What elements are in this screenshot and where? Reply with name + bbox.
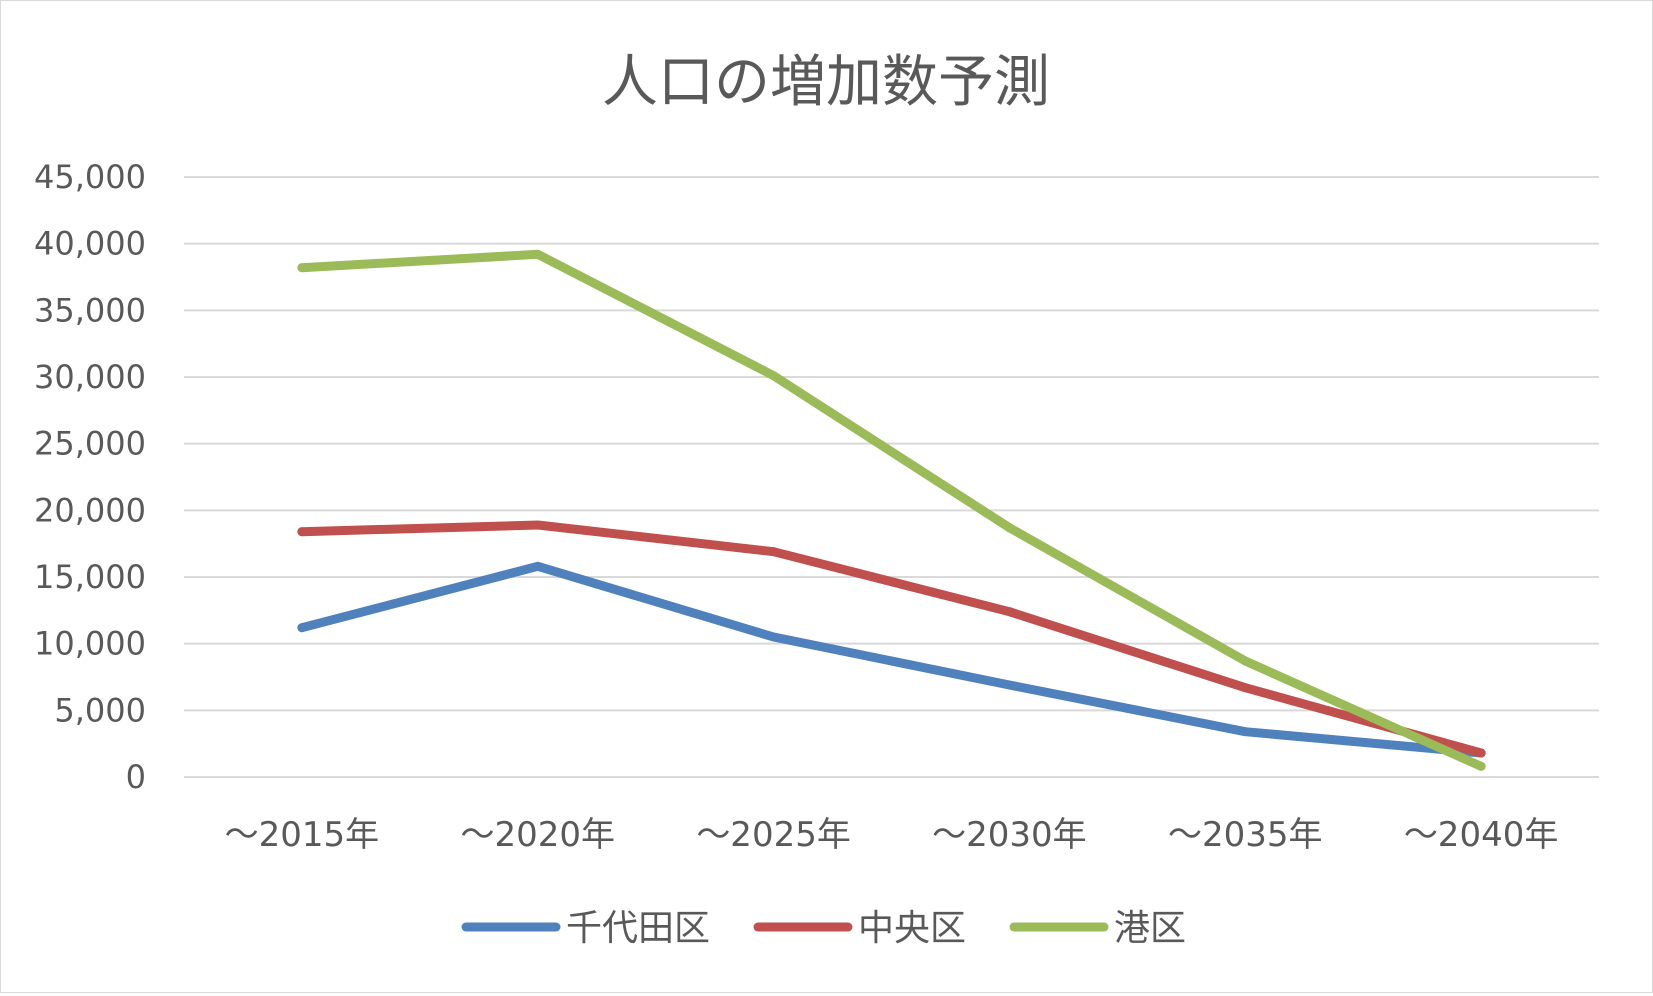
y-tick-label: 20,000 [34, 491, 146, 529]
data-point [769, 371, 779, 381]
legend-item[interactable]: 中央区 [753, 908, 966, 949]
series-1 [297, 561, 1486, 758]
y-tick-label: 5,000 [54, 691, 146, 729]
data-point [533, 249, 543, 259]
series-line [297, 561, 1486, 758]
x-axis-tick-labels: ～2015年 ～2020年 ～2025年 ～2030年 ～2035年 ～2040年 [225, 815, 1559, 855]
series-3 [297, 249, 1486, 771]
data-point [769, 632, 779, 642]
gridlines [184, 176, 1599, 778]
legend-label: 千代田区 [566, 908, 710, 949]
data-point [1476, 761, 1486, 771]
data-point [1004, 607, 1014, 617]
legend-label: 港区 [1114, 908, 1186, 949]
series-2 [297, 520, 1486, 758]
data-point [1004, 523, 1014, 533]
data-point [533, 520, 543, 530]
legend-item[interactable]: 千代田区 [461, 908, 710, 949]
data-point [1240, 683, 1250, 693]
x-tick-label: ～2025年 [696, 815, 851, 855]
x-tick-label: ～2015年 [225, 815, 380, 855]
chart-title: 人口の増加数予測 [602, 50, 1050, 115]
x-tick-label: ～2020年 [460, 815, 615, 855]
data-point [1240, 727, 1250, 737]
y-tick-label: 30,000 [34, 358, 146, 396]
x-tick-label: ～2030年 [932, 815, 1087, 855]
x-tick-label: ～2035年 [1168, 815, 1323, 855]
data-point [1476, 748, 1486, 758]
y-tick-label: 25,000 [34, 425, 146, 463]
legend-item[interactable]: 港区 [1009, 908, 1186, 949]
data-point [769, 547, 779, 557]
data-point [297, 527, 307, 537]
series-line [297, 520, 1486, 758]
y-tick-label: 15,000 [34, 558, 146, 596]
y-tick-label: 10,000 [34, 625, 146, 663]
y-tick-label: 0 [126, 758, 146, 796]
y-tick-label: 45,000 [34, 158, 146, 196]
data-point [533, 561, 543, 571]
legend[interactable]: 千代田区 中央区 港区 [461, 908, 1186, 949]
series-lines [297, 249, 1486, 771]
y-axis-tick-labels: 0 5,000 10,000 15,000 20,000 25,000 30,000 35,0… [34, 158, 146, 796]
data-point [297, 623, 307, 633]
x-tick-label: ～2040年 [1404, 815, 1559, 855]
data-point [297, 263, 307, 273]
y-tick-label: 40,000 [34, 225, 146, 263]
legend-label: 中央区 [858, 908, 966, 949]
data-point [1004, 680, 1014, 690]
data-point [1240, 656, 1250, 666]
series-line [297, 249, 1486, 771]
y-tick-label: 35,000 [34, 291, 146, 329]
